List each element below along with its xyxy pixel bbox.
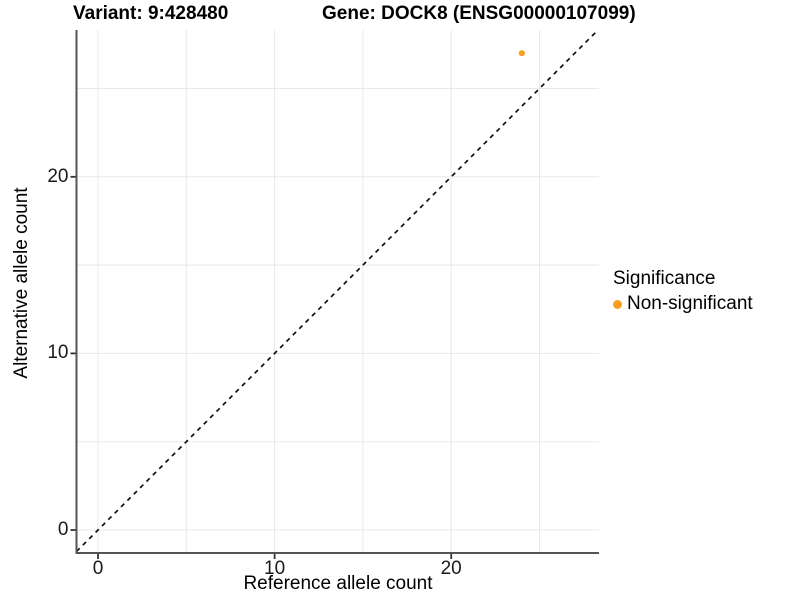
- x-tick-label: 20: [440, 558, 462, 579]
- data-point: [518, 50, 525, 57]
- x-tick-label: 0: [92, 558, 104, 579]
- legend-point-icon: [613, 299, 622, 309]
- y-tick-label: 0: [57, 519, 69, 540]
- identity-dashed-line: [75, 29, 599, 553]
- plot-title-gene: Gene: DOCK8 (ENSG00000107099): [322, 3, 636, 24]
- legend-item-label: Non-significant: [627, 293, 753, 314]
- y-tick-label: 20: [47, 165, 69, 187]
- y-axis-title: Alternative allele count: [11, 187, 32, 379]
- x-tick-label: 10: [264, 558, 286, 579]
- legend: Significance Non-significant: [613, 268, 753, 315]
- legend-item: Non-significant: [613, 293, 753, 315]
- legend-title: Significance: [613, 268, 716, 289]
- x-axis-title: Reference allele count: [243, 573, 433, 594]
- plot-title-variant: Variant: 9:428480: [73, 3, 229, 24]
- y-tick-label: 10: [47, 342, 69, 364]
